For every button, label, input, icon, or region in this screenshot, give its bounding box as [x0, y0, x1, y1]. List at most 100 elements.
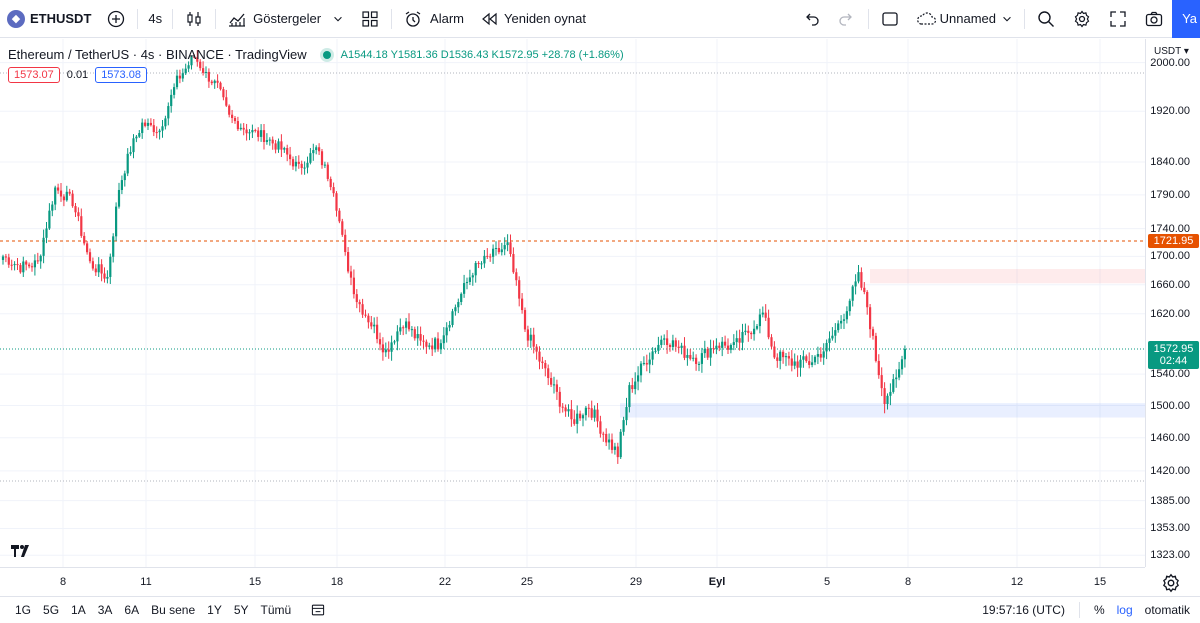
go-to-date-icon[interactable] — [307, 599, 329, 621]
candle-body — [344, 234, 347, 253]
interval-button[interactable]: 4s — [148, 11, 163, 26]
symbol-search-button[interactable]: ◆ ETHUSDT — [0, 0, 98, 38]
candle-body — [286, 148, 289, 155]
layout-name: Unnamed — [939, 11, 996, 26]
candle-body — [564, 407, 567, 412]
range-button[interactable]: 1G — [15, 603, 32, 617]
price-tick-label: 1353.00 — [1150, 522, 1190, 535]
candle-body — [509, 242, 512, 255]
candle-body — [132, 138, 135, 153]
layout-save-button[interactable]: Unnamed — [908, 0, 1021, 38]
candle-body — [242, 127, 245, 130]
candle-body — [816, 354, 819, 357]
price-tick-label: 1385.00 — [1150, 494, 1190, 507]
candle-body — [834, 330, 837, 336]
price-tick-label: 1660.00 — [1150, 278, 1190, 291]
price-axis[interactable]: USDT ▾ 2000.00 1920.00 1840.00 1790.00 1740.… — [1145, 39, 1200, 567]
layouts-button[interactable] — [352, 0, 388, 38]
snapshot-button[interactable] — [1136, 0, 1172, 38]
candle-body — [808, 361, 811, 365]
support-zone — [620, 403, 1145, 418]
range-button[interactable]: 6A — [124, 603, 140, 617]
range-button[interactable]: 5Y — [233, 603, 249, 617]
candle-body — [88, 252, 92, 262]
percent-scale-toggle[interactable]: % — [1093, 603, 1105, 617]
candle-body — [428, 345, 431, 347]
price-tick-label: 1540.00 — [1150, 368, 1190, 381]
bottom-right-group: 19:57:16 (UTC) % log otomatik — [976, 602, 1200, 618]
candle-body — [120, 180, 123, 190]
candle-body — [903, 348, 906, 360]
candle-body — [413, 329, 416, 339]
axis-settings-gear-icon[interactable] — [1160, 572, 1182, 594]
price-tick-label: 1700.00 — [1150, 250, 1190, 263]
candle-body — [570, 409, 573, 420]
candle-body — [576, 413, 579, 424]
range-button[interactable]: 1Y — [207, 603, 222, 617]
alarm-button[interactable]: Alarm — [395, 0, 471, 38]
candle-body — [639, 363, 643, 376]
candle-body — [36, 260, 39, 262]
candle-body — [59, 190, 63, 197]
candle-body — [448, 324, 451, 328]
range-button[interactable]: 3A — [97, 603, 113, 617]
candle-body — [608, 439, 611, 443]
sell-price-button[interactable]: 1573.07 — [8, 67, 60, 83]
toolbar-divider — [391, 8, 393, 29]
candle-body — [848, 300, 851, 312]
undo-button[interactable] — [793, 0, 829, 38]
log-scale-toggle[interactable]: log — [1116, 603, 1133, 617]
candle-body — [332, 187, 335, 194]
candle-body — [315, 147, 318, 151]
candle-body — [721, 341, 724, 348]
range-button[interactable]: 1A — [71, 603, 86, 617]
time-tick-label: 29 — [629, 576, 643, 588]
utc-clock[interactable]: 19:57:16 (UTC) — [982, 603, 1065, 617]
candle-body — [431, 345, 434, 350]
candle-body — [236, 121, 239, 130]
candle-body — [210, 81, 213, 84]
auto-scale-toggle[interactable]: otomatik — [1144, 603, 1190, 617]
tradingview-logo-icon[interactable] — [10, 544, 32, 558]
range-button[interactable]: 5G — [43, 603, 60, 617]
candle-body — [706, 348, 709, 358]
time-axis[interactable]: 8 11 15 18 22 25 29 Eyl 5 8 12 15 — [0, 567, 1145, 595]
candle-body — [396, 331, 399, 342]
chart-type-button[interactable] — [176, 0, 212, 38]
range-button[interactable]: Bu sene — [151, 603, 196, 617]
settings-button[interactable] — [1064, 0, 1100, 38]
candle-body — [645, 362, 648, 365]
candle-body — [4, 256, 7, 258]
candle-body — [660, 339, 663, 345]
candle-body — [184, 68, 187, 74]
replay-button[interactable]: Yeniden oynat — [471, 0, 593, 38]
candle-body — [802, 356, 805, 360]
candle-body — [280, 141, 283, 150]
candle-body — [170, 94, 173, 107]
candle-body — [779, 351, 782, 361]
candle-body — [97, 264, 100, 273]
candle-body — [231, 114, 234, 118]
fullscreen-button[interactable] — [1100, 0, 1136, 38]
fullscreen-panel-button[interactable] — [872, 0, 908, 38]
candle-body — [152, 125, 155, 133]
legend-ohlc: A1544.18 Y1581.36 D1536.43 K1572.95 +28.… — [340, 48, 624, 61]
publish-button[interactable]: Ya — [1172, 0, 1200, 38]
candle-body — [25, 261, 28, 265]
redo-button[interactable] — [829, 0, 865, 38]
replay-label: Yeniden oynat — [504, 11, 586, 26]
indicators-button[interactable]: Göstergeler — [219, 0, 352, 38]
compare-symbol-button[interactable] — [98, 0, 134, 38]
candle-body — [700, 353, 703, 364]
chart-pane[interactable]: Ethereum / TetherUS · 4s · BINANCE · Tra… — [0, 39, 1145, 567]
candle-body — [880, 375, 883, 389]
buy-price-button[interactable]: 1573.08 — [95, 67, 147, 83]
time-tick-label: 15 — [248, 576, 262, 588]
candle-body — [552, 384, 556, 386]
range-button[interactable]: Tümü — [260, 603, 292, 617]
currency-selector[interactable]: USDT ▾ — [1154, 46, 1189, 57]
search-button[interactable] — [1028, 0, 1064, 38]
candle-body — [28, 264, 31, 267]
candle-body — [558, 391, 561, 407]
candle-body — [506, 242, 509, 246]
